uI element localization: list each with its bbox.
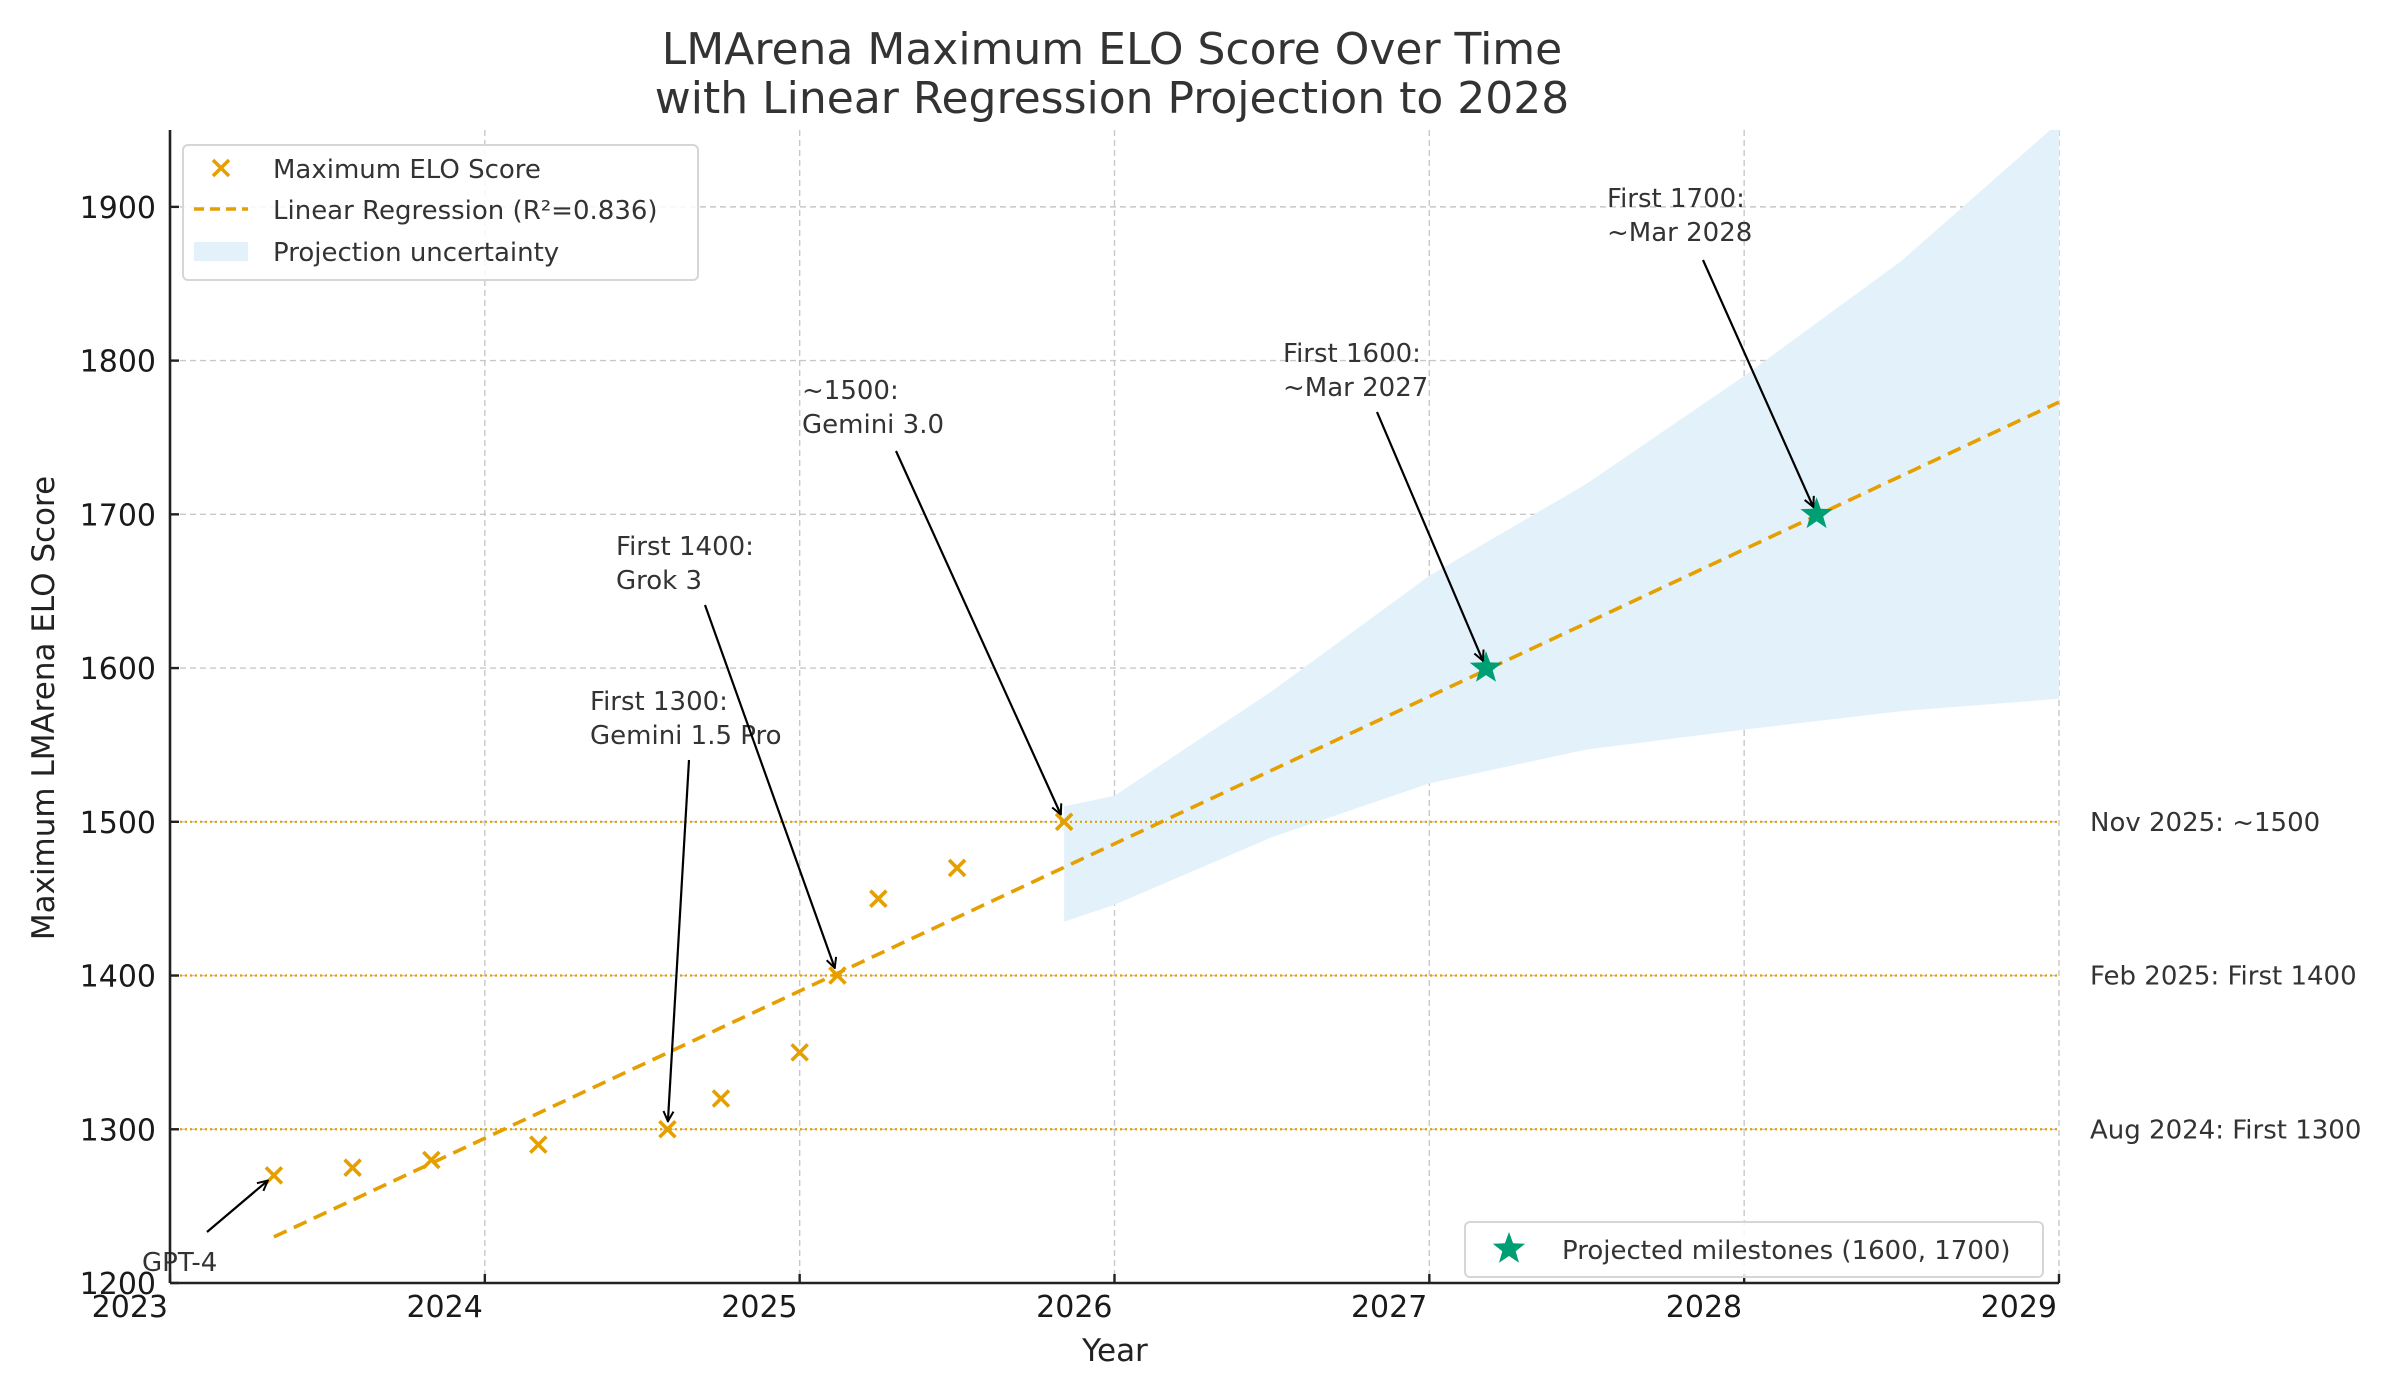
y-tick-label: 1500 (80, 806, 156, 841)
annotation-text: Gemini 1.5 Pro (590, 721, 782, 751)
x-marker-stroke (1054, 812, 1074, 832)
chart-title-line-1: LMArena Maximum ELO Score Over Time (662, 24, 1562, 75)
annotation-text: Grok 3 (616, 566, 702, 596)
x-marker-stroke (529, 1135, 548, 1154)
annotation-text: First 1300: (590, 687, 728, 717)
x-marker-stroke (343, 1158, 362, 1177)
annotation-text: First 1700: (1607, 184, 1745, 214)
x-marker-stroke (790, 1043, 809, 1062)
reference-label-1400: Feb 2025: First 1400 (2090, 962, 2357, 992)
milestone-star-1600 (1469, 651, 1503, 682)
annotation-text: Gemini 3.0 (802, 410, 944, 440)
annotation-arrow (206, 1181, 268, 1233)
regression-line-layer (273, 400, 2060, 1239)
x-marker-stroke (658, 1119, 677, 1139)
legend-x-marker-icon (211, 158, 231, 178)
annotation-text: ~Mar 2027 (1283, 373, 1428, 403)
x-tick-label: 2023 (92, 1290, 168, 1325)
reference-lines: Nov 2025: ~1500 Feb 2025: First 1400 Aug 2… (170, 808, 2361, 1145)
legend-main-frame (182, 144, 699, 281)
annotation-arrow (1701, 259, 1813, 507)
y-axis-label: Maximum LMArena ELO Score (26, 476, 62, 940)
data-point (869, 889, 888, 908)
x-marker-stroke (711, 1089, 731, 1108)
projection-uncertainty-band (1064, 130, 2059, 922)
legend-entry-milestones: Projected milestones (1600, 1700) (1562, 1236, 2011, 1266)
x-marker-stroke (947, 858, 967, 878)
data-point (711, 1089, 731, 1108)
data-point (828, 966, 847, 985)
annotation-text: ~1500: (802, 376, 899, 406)
chart-title-line-2: with Linear Regression Projection to 202… (655, 73, 1569, 124)
legend-main: Maximum ELO Score Linear Regression (R²=… (182, 144, 699, 281)
y-tick-label: 1200 (80, 1267, 156, 1302)
data-point (658, 1119, 677, 1139)
x-marker-stroke (828, 966, 847, 985)
legend-entry-uncertainty: Projection uncertainty (273, 238, 559, 268)
annotation-text: First 1600: (1283, 339, 1421, 369)
x-tick-label: 2027 (1351, 1290, 1427, 1325)
data-point (264, 1166, 284, 1185)
annotation-arrow (703, 604, 835, 968)
annotation-text: GPT-4 (142, 1248, 217, 1278)
legend-entry-regression: Linear Regression (R²=0.836) (273, 196, 658, 226)
milestone-star-1700 (1800, 497, 1833, 529)
data-point (343, 1158, 362, 1177)
legend-milestones: Projected milestones (1600, 1700) (1464, 1221, 2044, 1278)
data-point (422, 1150, 441, 1170)
x-marker-stroke (869, 889, 888, 908)
legend-star-icon (1492, 1232, 1526, 1263)
y-tick-label: 1600 (80, 652, 156, 687)
annotations: GPT-4 First 1300: Gemini 1.5 Pro First 1400… (142, 184, 1813, 1278)
data-point (529, 1135, 548, 1154)
annotation-arrow (894, 450, 1061, 815)
x-tick-label: 2029 (1981, 1290, 2057, 1325)
reference-label-1300: Aug 2024: First 1300 (2090, 1115, 2361, 1145)
x-tick-label: 2028 (1666, 1290, 1742, 1325)
legend-entry-max-elo: Maximum ELO Score (273, 155, 541, 185)
y-tick-label: 1900 (80, 191, 156, 226)
y-tick-label: 1800 (80, 345, 156, 380)
reference-label-1500: Nov 2025: ~1500 (2090, 808, 2320, 838)
annotation-text: First 1400: (616, 532, 754, 562)
regression-line (273, 400, 2060, 1239)
data-point (790, 1043, 809, 1062)
y-tick-label: 1400 (80, 960, 156, 995)
x-tick-label: 2025 (721, 1290, 797, 1325)
legend-band-swatch-icon (194, 242, 248, 261)
x-tick-label: 2026 (1036, 1290, 1112, 1325)
milestone-stars (1469, 497, 1833, 682)
y-tick-label: 1700 (80, 498, 156, 533)
annotation-arrow (1375, 411, 1483, 661)
x-axis-label: Year (1081, 1333, 1148, 1369)
elo-points (264, 812, 1074, 1185)
axes: 2023 2024 2025 2026 2027 2028 2029 1200 1300 1400… (80, 130, 2061, 1325)
x-tick-label: 2024 (406, 1290, 482, 1325)
annotation-text: ~Mar 2028 (1607, 218, 1752, 248)
projection-uncertainty-band-layer (1064, 130, 2059, 922)
x-marker-stroke (422, 1150, 441, 1170)
annotation-arrow (668, 759, 691, 1121)
data-point (947, 858, 967, 878)
y-tick-label: 1300 (80, 1113, 156, 1148)
legend-milestones-frame (1464, 1221, 2044, 1278)
